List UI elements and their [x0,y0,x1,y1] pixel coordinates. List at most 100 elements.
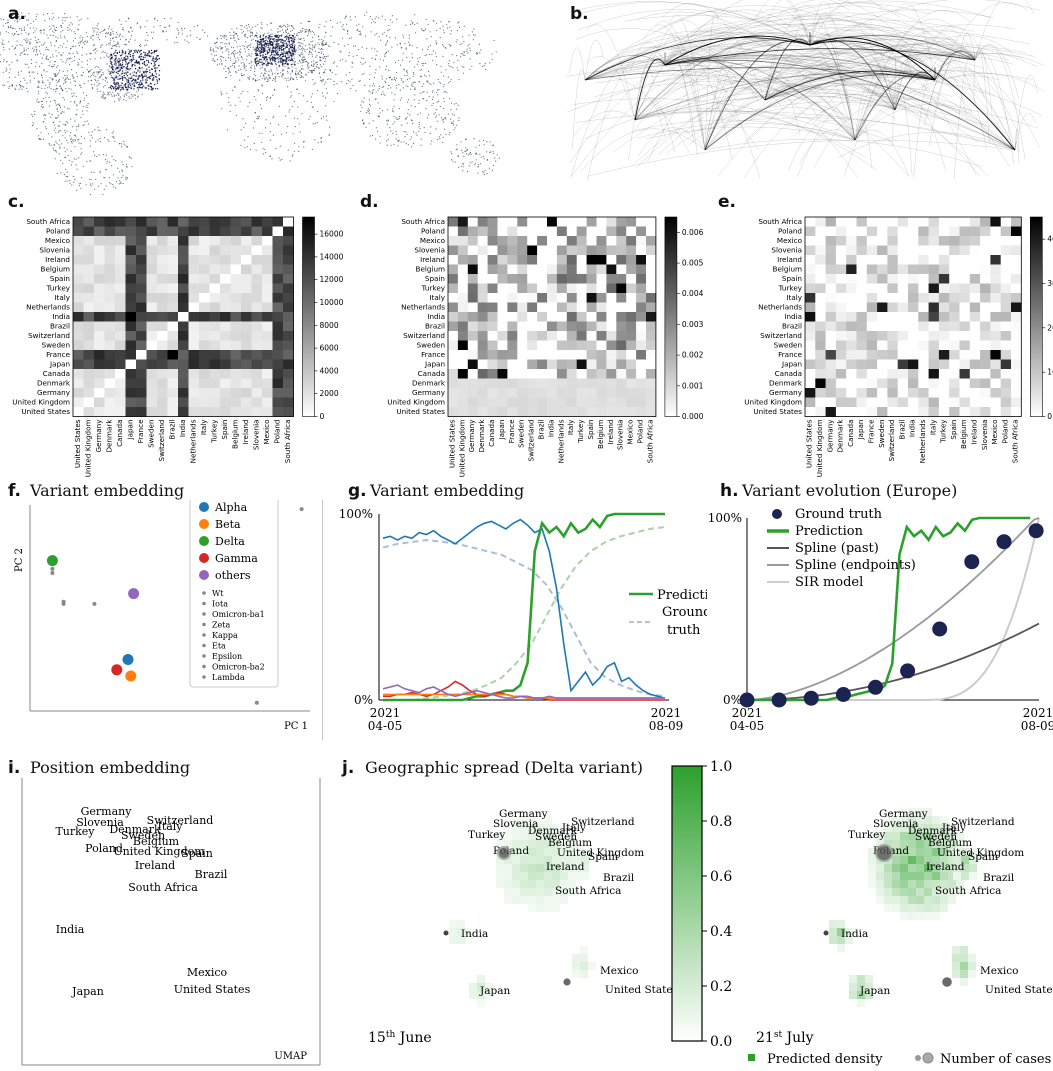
data-point [152,76,155,79]
data-point [274,88,276,91]
data-point [278,59,280,61]
data-point [123,77,125,79]
data-point [62,70,64,72]
data-point [126,166,128,168]
row-label: Slovenia [39,246,70,255]
data-point [296,78,298,80]
data-point [300,31,302,33]
data-point [292,26,294,28]
data-point [82,165,84,167]
data-point [46,101,48,103]
data-point [38,81,41,83]
data-point [409,77,411,79]
data-point [39,138,41,140]
data-point [282,43,285,46]
data-point [53,129,55,131]
heatmap-cell [457,331,469,341]
data-point [125,43,127,46]
data-point [259,38,261,41]
data-point [68,108,70,110]
data-point [300,42,302,44]
data-point [59,106,62,109]
heatmap-cell [136,350,147,360]
heatmap-cell [487,283,498,294]
data-point [63,99,65,101]
data-point [478,43,480,46]
data-point [130,87,132,90]
flight-route [584,75,936,140]
data-point [290,39,293,42]
data-point [450,109,452,111]
data-point [221,62,223,65]
data-point [321,44,323,46]
data-point [293,57,295,59]
data-point [63,83,65,85]
heatmap-cell [576,369,587,379]
data-point [405,143,407,145]
data-point [263,57,266,59]
data-point [122,61,124,64]
data-point [86,31,88,33]
data-point [120,88,122,91]
flight-route [934,69,1041,149]
data-point [178,31,180,33]
data-point [386,41,388,43]
data-point [283,53,285,55]
data-point [383,31,385,33]
heatmap-cell [83,350,95,360]
data-point [151,59,153,61]
data-point [260,43,263,45]
data-point [256,44,258,47]
data-point [271,158,273,160]
heatmap-cell [199,397,210,408]
data-point [465,147,467,149]
data-point [122,164,124,166]
data-point [235,71,237,74]
data-point [98,66,100,68]
data-point [432,102,434,105]
data-point [256,41,259,43]
heatmap-cell [251,359,263,370]
data-point [267,40,269,43]
data-point [48,25,51,27]
heatmap-cell [209,283,221,294]
heatmap-cell [507,302,518,313]
data-point [131,59,133,62]
data-point [61,46,64,48]
heatmap-cell [606,359,617,370]
heatmap-cell [566,331,577,341]
data-point [140,59,142,61]
data-point [78,24,80,26]
data-point [419,69,421,71]
flight-route [584,61,759,150]
data-point [114,187,116,189]
data-point [266,39,268,41]
data-point [263,48,266,51]
heatmap-cell [646,340,657,351]
data-point [212,48,214,50]
data-point [99,83,101,85]
data-point [358,30,360,32]
data-point [78,58,81,60]
data-point [118,61,120,63]
data-point [261,40,263,42]
data-point [259,41,261,43]
data-point [251,31,253,33]
data-point [426,100,428,102]
data-point [460,141,462,143]
heatmap-cell [220,321,231,332]
data-point [445,118,447,120]
data-point [50,65,53,68]
data-point [233,36,235,38]
data-point [432,90,434,92]
data-point [248,26,250,28]
heatmap-cell [586,264,597,275]
data-point [428,96,430,98]
data-point [146,77,148,79]
data-point [262,34,264,36]
data-point [8,64,10,66]
flight-route [894,60,913,111]
data-point [244,64,246,66]
data-point [438,81,440,83]
data-point [448,60,450,62]
